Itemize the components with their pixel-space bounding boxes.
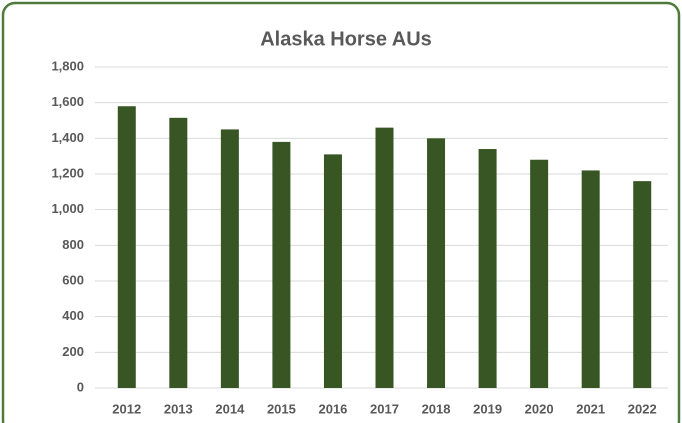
x-tick-label: 2012	[112, 401, 141, 416]
bar	[427, 138, 446, 388]
x-tick-label: 2014	[215, 401, 245, 416]
y-tick-label: 800	[62, 237, 84, 252]
x-tick-label: 2022	[628, 401, 657, 416]
y-tick-label: 1,000	[51, 201, 84, 216]
bar	[375, 127, 394, 388]
y-tick-label: 400	[62, 308, 84, 323]
bar	[272, 141, 291, 388]
chart-title: Alaska Horse AUs	[260, 28, 432, 50]
y-tick-label: 1,800	[51, 58, 84, 73]
bar	[530, 159, 549, 388]
bar	[169, 117, 188, 388]
y-tick-label: 600	[62, 272, 84, 287]
y-tick-label: 0	[77, 379, 84, 394]
x-tick-label: 2015	[267, 401, 296, 416]
x-tick-label: 2020	[525, 401, 554, 416]
x-tick-label: 2013	[164, 401, 193, 416]
x-tick-label: 2016	[318, 401, 347, 416]
x-tick-label: 2019	[473, 401, 502, 416]
y-tick-label: 1,600	[51, 94, 84, 109]
bar	[581, 170, 600, 388]
bar	[323, 154, 342, 388]
x-tick-label: 2017	[370, 401, 399, 416]
bar	[117, 106, 136, 388]
bar	[633, 181, 652, 388]
y-tick-label: 1,400	[51, 130, 84, 145]
x-tick-label: 2018	[422, 401, 451, 416]
x-tick-label: 2021	[576, 401, 605, 416]
bar	[478, 149, 497, 388]
y-tick-label: 1,200	[51, 165, 84, 180]
bar	[220, 129, 239, 388]
y-tick-label: 200	[62, 344, 84, 359]
